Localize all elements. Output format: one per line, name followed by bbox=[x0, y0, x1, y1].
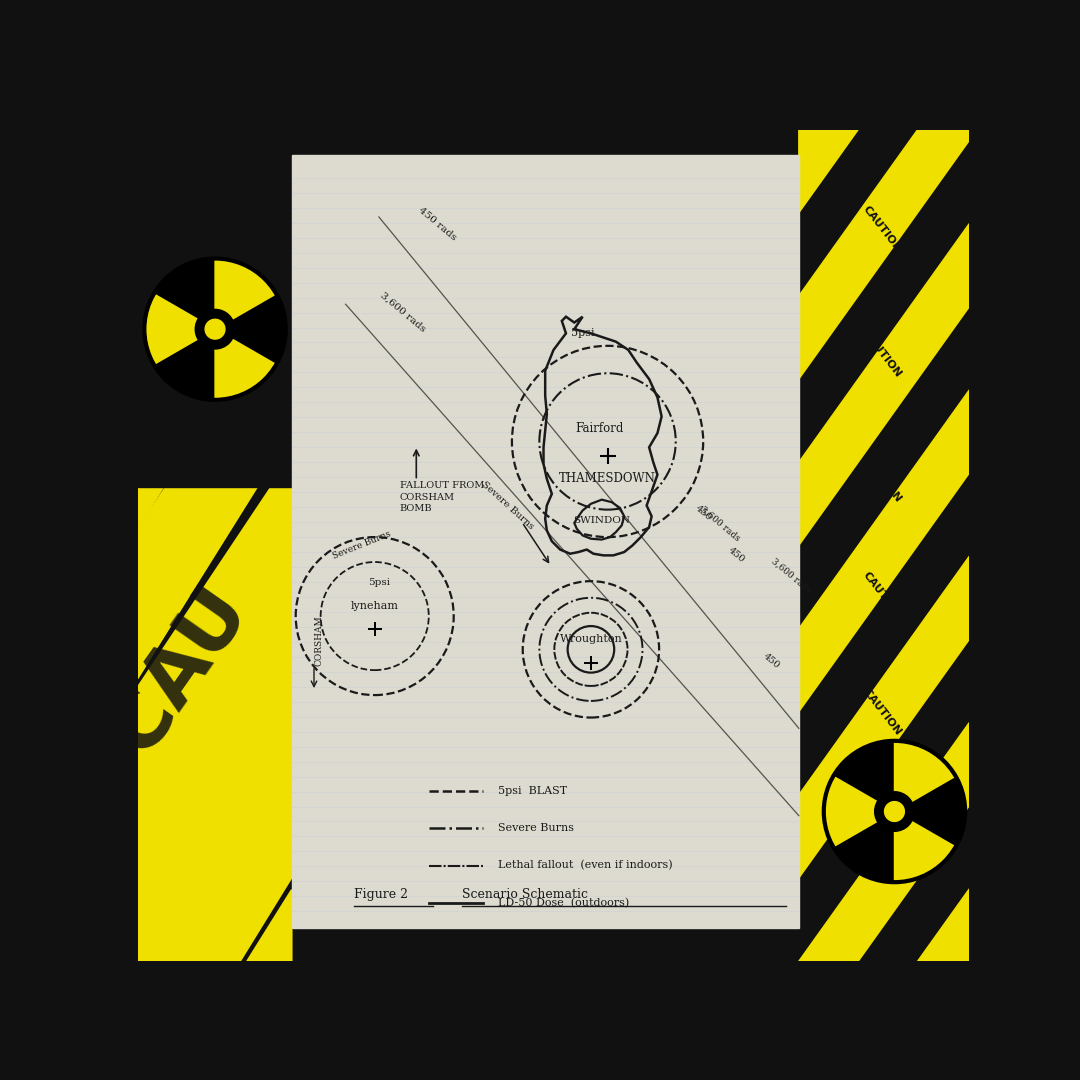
Text: Fairford: Fairford bbox=[575, 422, 623, 435]
Polygon shape bbox=[138, 478, 292, 961]
Text: Severe Burns: Severe Burns bbox=[498, 823, 573, 833]
Bar bbox=[138, 130, 292, 961]
Polygon shape bbox=[799, 1055, 970, 1080]
Polygon shape bbox=[138, 158, 292, 496]
Text: CAU: CAU bbox=[94, 572, 265, 768]
Polygon shape bbox=[138, 1078, 292, 1080]
Wedge shape bbox=[826, 778, 894, 846]
Polygon shape bbox=[138, 298, 292, 612]
Text: 450: 450 bbox=[761, 651, 781, 670]
Polygon shape bbox=[799, 57, 970, 379]
Bar bbox=[138, 130, 292, 961]
Text: 3,600 rads: 3,600 rads bbox=[770, 557, 813, 595]
Polygon shape bbox=[138, 615, 292, 928]
Wedge shape bbox=[147, 295, 215, 364]
Text: Lethal fallout  (even if indoors): Lethal fallout (even if indoors) bbox=[498, 861, 673, 870]
Text: CORSHAM: CORSHAM bbox=[314, 616, 324, 666]
Bar bbox=[138, 130, 292, 961]
Circle shape bbox=[875, 792, 915, 832]
Text: 5psi: 5psi bbox=[571, 328, 594, 338]
Text: SWINDON: SWINDON bbox=[573, 516, 631, 525]
Polygon shape bbox=[138, 890, 292, 1080]
Bar bbox=[138, 130, 292, 961]
Bar bbox=[138, 130, 292, 487]
Polygon shape bbox=[138, 1072, 292, 1080]
Wedge shape bbox=[894, 743, 954, 811]
Polygon shape bbox=[138, 706, 292, 1044]
Text: LD-50 Dose  (outdoors): LD-50 Dose (outdoors) bbox=[498, 897, 629, 908]
Polygon shape bbox=[138, 341, 292, 678]
Circle shape bbox=[824, 741, 966, 882]
Wedge shape bbox=[215, 260, 274, 329]
Text: THAMESDOWN: THAMESDOWN bbox=[559, 472, 656, 485]
Circle shape bbox=[145, 258, 286, 400]
Bar bbox=[138, 130, 292, 961]
Bar bbox=[138, 130, 292, 961]
Polygon shape bbox=[799, 390, 970, 712]
Bar bbox=[138, 130, 292, 961]
Polygon shape bbox=[799, 889, 970, 1080]
Text: 5psi: 5psi bbox=[368, 578, 390, 588]
Wedge shape bbox=[894, 811, 954, 880]
Circle shape bbox=[205, 320, 225, 339]
Bar bbox=[292, 154, 799, 928]
Polygon shape bbox=[138, 0, 292, 312]
Bar bbox=[138, 130, 292, 478]
Polygon shape bbox=[138, 930, 292, 1080]
Polygon shape bbox=[799, 0, 970, 46]
Text: lyneham: lyneham bbox=[351, 602, 399, 611]
Polygon shape bbox=[138, 524, 292, 862]
Text: Severe Burns: Severe Burns bbox=[332, 529, 393, 562]
Polygon shape bbox=[138, 478, 292, 828]
Text: Scenario Schematic: Scenario Schematic bbox=[462, 889, 588, 902]
Polygon shape bbox=[138, 779, 292, 1080]
Polygon shape bbox=[138, 0, 292, 130]
Text: 5psi  BLAST: 5psi BLAST bbox=[498, 786, 567, 796]
Polygon shape bbox=[138, 329, 292, 678]
Polygon shape bbox=[138, 928, 292, 1080]
Bar bbox=[138, 462, 292, 961]
Text: CAUTION: CAUTION bbox=[861, 329, 903, 379]
Polygon shape bbox=[799, 0, 970, 213]
Polygon shape bbox=[138, 456, 292, 770]
Text: FALLOUT FROM
CORSHAM
BOMB: FALLOUT FROM CORSHAM BOMB bbox=[400, 481, 484, 513]
Text: 3,600 rads: 3,600 rads bbox=[379, 291, 428, 334]
Polygon shape bbox=[138, 629, 292, 977]
Wedge shape bbox=[215, 329, 274, 397]
Text: 450 rads: 450 rads bbox=[416, 205, 458, 242]
Text: 450: 450 bbox=[693, 503, 713, 523]
Polygon shape bbox=[799, 224, 970, 545]
Text: CAUTION: CAUTION bbox=[861, 570, 903, 620]
Bar bbox=[138, 130, 292, 961]
Polygon shape bbox=[138, 140, 292, 454]
Polygon shape bbox=[138, 0, 292, 138]
Text: 3,600 rads: 3,600 rads bbox=[699, 505, 741, 543]
Polygon shape bbox=[138, 0, 292, 296]
Bar bbox=[138, 130, 292, 961]
Bar bbox=[138, 130, 292, 961]
Text: Severe Burns: Severe Burns bbox=[480, 480, 536, 531]
Polygon shape bbox=[799, 723, 970, 1044]
Polygon shape bbox=[138, 0, 292, 229]
Text: CAUTION: CAUTION bbox=[861, 454, 903, 504]
Polygon shape bbox=[138, 30, 292, 379]
Polygon shape bbox=[138, 772, 292, 1080]
Circle shape bbox=[195, 309, 234, 349]
Polygon shape bbox=[138, 179, 292, 529]
Circle shape bbox=[885, 801, 904, 822]
Bar bbox=[138, 130, 292, 961]
Text: CAUTION: CAUTION bbox=[861, 804, 903, 853]
Text: Figure 2: Figure 2 bbox=[354, 889, 408, 902]
Bar bbox=[138, 130, 292, 961]
Text: CAUTION: CAUTION bbox=[861, 204, 903, 255]
Polygon shape bbox=[799, 556, 970, 878]
Polygon shape bbox=[138, 0, 292, 80]
Text: CAUTION: CAUTION bbox=[861, 687, 903, 737]
Bar bbox=[799, 130, 969, 961]
Text: Wroughton: Wroughton bbox=[559, 634, 622, 645]
Text: 450: 450 bbox=[727, 545, 746, 564]
